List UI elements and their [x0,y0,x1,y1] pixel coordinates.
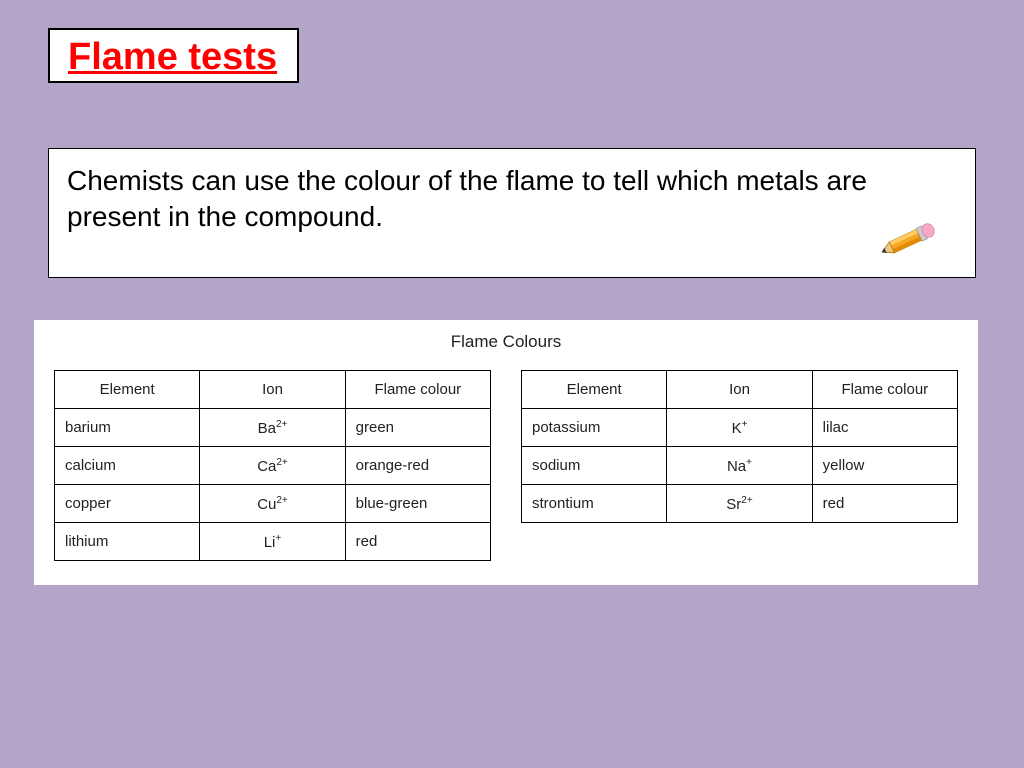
table-row: lithiumLi+red [55,523,491,561]
cell-flame-colour: orange-red [345,447,490,485]
table-header-row: Element Ion Flame colour [522,371,958,409]
col-ion: Ion [200,371,345,409]
cell-ion: Ba2+ [200,409,345,447]
col-ion: Ion [667,371,812,409]
table-row: sodiumNa+yellow [522,447,958,485]
col-flame-colour: Flame colour [812,371,957,409]
tables-row: Element Ion Flame colour bariumBa2+green… [54,370,958,561]
cell-flame-colour: blue-green [345,485,490,523]
col-element: Element [55,371,200,409]
cell-element: copper [55,485,200,523]
cell-ion: Sr2+ [667,485,812,523]
col-flame-colour: Flame colour [345,371,490,409]
flame-colours-panel: Flame Colours Element Ion Flame colour b… [34,320,978,585]
panel-title: Flame Colours [54,332,958,352]
flame-table-left: Element Ion Flame colour bariumBa2+green… [54,370,491,561]
table-header-row: Element Ion Flame colour [55,371,491,409]
cell-ion: Cu2+ [200,485,345,523]
title-box: Flame tests [48,28,299,83]
table-row: potassiumK+lilac [522,409,958,447]
description-text: Chemists can use the colour of the flame… [67,163,957,236]
cell-ion: Ca2+ [200,447,345,485]
cell-element: sodium [522,447,667,485]
cell-ion: Na+ [667,447,812,485]
table-row: copperCu2+blue-green [55,485,491,523]
cell-flame-colour: green [345,409,490,447]
pencil-icon [875,219,945,259]
table-row: strontiumSr2+red [522,485,958,523]
col-element: Element [522,371,667,409]
cell-flame-colour: lilac [812,409,957,447]
table-row: calciumCa2+orange-red [55,447,491,485]
cell-flame-colour: yellow [812,447,957,485]
cell-element: lithium [55,523,200,561]
cell-flame-colour: red [345,523,490,561]
cell-element: calcium [55,447,200,485]
cell-element: potassium [522,409,667,447]
cell-flame-colour: red [812,485,957,523]
cell-element: barium [55,409,200,447]
flame-table-right: Element Ion Flame colour potassiumK+lila… [521,370,958,523]
cell-element: strontium [522,485,667,523]
page-title: Flame tests [68,36,277,78]
cell-ion: Li+ [200,523,345,561]
description-box: Chemists can use the colour of the flame… [48,148,976,278]
cell-ion: K+ [667,409,812,447]
table-row: bariumBa2+green [55,409,491,447]
